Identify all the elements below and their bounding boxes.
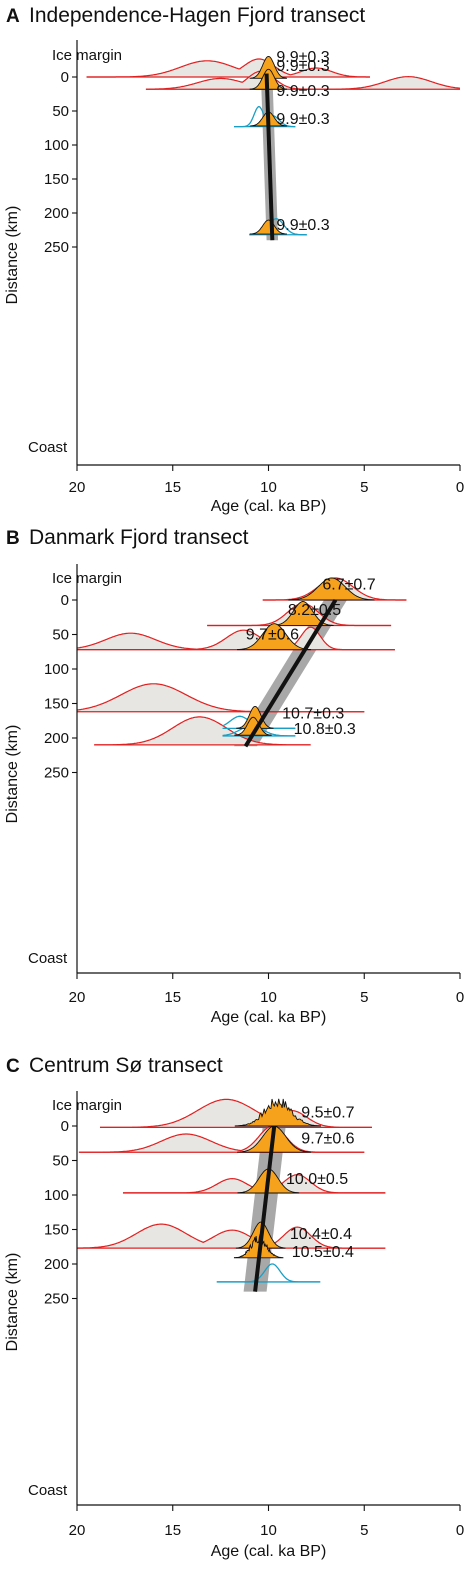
panel-a-x-tick-label: 20 bbox=[69, 479, 86, 496]
panel-a-modelled-pdf bbox=[249, 55, 288, 79]
panel-a-y-tick-label: 150 bbox=[44, 171, 69, 188]
panel-c-age-label: 9.5±0.7 bbox=[301, 1105, 354, 1122]
panel-a-age-label: 9.9±0.3 bbox=[276, 49, 329, 66]
panel-c-ice-margin-label: Ice margin bbox=[52, 1097, 122, 1114]
panel-c-x-tick-label: 0 bbox=[456, 1522, 464, 1539]
panel-a-age-label: 9.9±0.3 bbox=[276, 83, 329, 100]
panel-b-danmark-fjord: B Danmark Fjord transect 6.7±0.7 8.2±0.5 9.7… bbox=[0, 520, 474, 1050]
panel-a-chart: A Independence-Hagen Fjord transect 9.9±0.… bbox=[4, 4, 464, 515]
panel-a-coast-label: Coast bbox=[28, 439, 68, 456]
panel-a-x-axis-label: Age (cal. ka BP) bbox=[211, 498, 327, 515]
panel-b-y-tick-label: 150 bbox=[44, 696, 69, 713]
panel-b-age-label: 10.7±0.3 bbox=[282, 706, 344, 723]
panel-c-y-tick-label: 50 bbox=[52, 1153, 69, 1170]
panel-a-y-tick-label: 100 bbox=[44, 137, 69, 154]
panel-a-y-tick-label: 0 bbox=[61, 69, 69, 86]
panel-c-x-tick-label: 10 bbox=[260, 1522, 277, 1539]
panel-b-age-label: 10.8±0.3 bbox=[294, 721, 356, 738]
panel-b-y-axis-label: Distance (km) bbox=[4, 725, 21, 824]
panel-c-y-tick-label: 200 bbox=[44, 1256, 69, 1273]
panel-c-x-tick-label: 5 bbox=[360, 1522, 368, 1539]
panel-b-modelled-pdf bbox=[237, 623, 312, 651]
panel-c-y-tick-label: 250 bbox=[44, 1291, 69, 1308]
panel-a-x-tick-label: 15 bbox=[164, 479, 181, 496]
panel-b-pdf-fill bbox=[77, 683, 365, 712]
panel-c-age-label: 10.0±0.5 bbox=[286, 1171, 348, 1188]
panel-c-modelled-pdf bbox=[234, 1098, 322, 1127]
panel-b-age-label: 6.7±0.7 bbox=[322, 577, 375, 594]
panel-b-modelled-pdf bbox=[271, 601, 334, 626]
panel-a-regression-line bbox=[264, 73, 275, 241]
panel-b-coast-label: Coast bbox=[28, 950, 68, 967]
panel-c-y-tick-label: 100 bbox=[44, 1187, 69, 1204]
panel-b-x-tick-label: 20 bbox=[69, 989, 86, 1006]
panel-c-regression-line bbox=[253, 1125, 277, 1292]
panel-b-modelled-pdf bbox=[236, 705, 274, 729]
panel-b-regression-line bbox=[243, 598, 338, 748]
panel-c-x-axis-label: Age (cal. ka BP) bbox=[211, 1543, 327, 1560]
panel-a-age-label: 9.9±0.3 bbox=[276, 58, 329, 75]
panel-a-y-tick-label: 50 bbox=[52, 103, 69, 120]
panel-c-y-axis-label: Distance (km) bbox=[4, 1253, 21, 1352]
panel-b-x-tick-label: 10 bbox=[260, 989, 277, 1006]
panel-c-centrum-so: C Centrum Sø transect 9.5±0.7 9.7±0.6 10.0±0… bbox=[0, 1050, 474, 1589]
panel-b-age-label: 9.7±0.6 bbox=[246, 626, 299, 643]
panel-a-y-axis-label: Distance (km) bbox=[4, 206, 21, 305]
panel-c-age-label: 10.4±0.4 bbox=[290, 1226, 352, 1243]
panel-c-y-tick-label: 150 bbox=[44, 1222, 69, 1239]
panel-b-title: Danmark Fjord transect bbox=[29, 526, 249, 549]
panel-a-modelled-pdf bbox=[249, 219, 287, 235]
panel-a-x-tick-label: 0 bbox=[456, 479, 464, 496]
panel-c-coast-label: Coast bbox=[28, 1482, 68, 1499]
panel-b-letter: B bbox=[6, 528, 20, 549]
panel-a-letter: A bbox=[6, 6, 20, 27]
panel-a-x-tick-label: 5 bbox=[360, 479, 368, 496]
panel-a-age-label: 9.9±0.3 bbox=[276, 217, 329, 234]
panel-c-x-tick-label: 15 bbox=[164, 1522, 181, 1539]
panel-b-y-tick-label: 0 bbox=[61, 592, 69, 609]
panel-c-title: Centrum Sø transect bbox=[29, 1054, 223, 1077]
panel-c-y-tick-label: 0 bbox=[61, 1118, 69, 1135]
panel-c-chart: C Centrum Sø transect 9.5±0.7 9.7±0.6 10.0±0… bbox=[4, 1054, 464, 1560]
panel-b-x-tick-label: 15 bbox=[164, 989, 181, 1006]
panel-a-age-label: 9.9±0.3 bbox=[276, 111, 329, 128]
panel-b-x-tick-label: 0 bbox=[456, 989, 464, 1006]
panel-a-independence-hagen: A Independence-Hagen Fjord transect 9.9±0.… bbox=[0, 0, 474, 520]
panel-b-y-tick-label: 50 bbox=[52, 627, 69, 644]
panel-a-y-tick-label: 250 bbox=[44, 239, 69, 256]
panel-a-pdf-fill bbox=[145, 71, 460, 90]
panel-c-letter: C bbox=[6, 1056, 20, 1077]
panel-b-modelled-pdf bbox=[288, 577, 375, 601]
panel-b-pdf-fill bbox=[77, 627, 395, 650]
panel-b-x-axis-label: Age (cal. ka BP) bbox=[211, 1009, 327, 1026]
panel-c-x-tick-label: 20 bbox=[69, 1522, 86, 1539]
panel-b-y-tick-label: 250 bbox=[44, 765, 69, 782]
panel-c-pdf-fill bbox=[100, 1099, 372, 1128]
panel-c-pdf-fill bbox=[77, 1224, 386, 1249]
panel-a-y-tick-label: 200 bbox=[44, 205, 69, 222]
panel-b-pdf-fill bbox=[94, 716, 311, 745]
panel-a-title: Independence-Hagen Fjord transect bbox=[29, 4, 365, 27]
panel-a-ice-margin-label: Ice margin bbox=[52, 47, 122, 64]
panel-b-ice-margin-label: Ice margin bbox=[52, 570, 122, 587]
panel-b-x-tick-label: 5 bbox=[360, 989, 368, 1006]
panel-c-age-label: 9.7±0.6 bbox=[301, 1130, 354, 1147]
panel-b-modelled-pdf bbox=[234, 716, 272, 736]
panel-c-age-label: 10.5±0.4 bbox=[292, 1244, 354, 1261]
panel-b-age-label: 8.2±0.5 bbox=[288, 602, 341, 619]
panel-b-chart: B Danmark Fjord transect 6.7±0.7 8.2±0.5 9.7… bbox=[4, 526, 464, 1026]
panel-b-y-tick-label: 100 bbox=[44, 661, 69, 678]
panel-b-y-tick-label: 200 bbox=[44, 730, 69, 747]
panel-a-x-tick-label: 10 bbox=[260, 479, 277, 496]
